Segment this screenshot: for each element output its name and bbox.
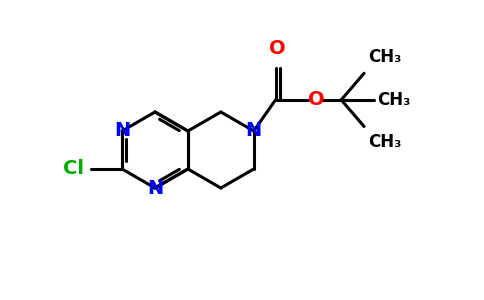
Text: CH₃: CH₃	[378, 91, 411, 109]
Text: O: O	[269, 39, 286, 58]
Text: N: N	[114, 122, 130, 140]
Text: CH₃: CH₃	[368, 48, 401, 66]
Text: N: N	[147, 178, 163, 197]
Text: N: N	[245, 122, 262, 140]
Text: Cl: Cl	[63, 160, 84, 178]
Text: O: O	[307, 90, 324, 110]
Text: CH₃: CH₃	[368, 134, 401, 152]
